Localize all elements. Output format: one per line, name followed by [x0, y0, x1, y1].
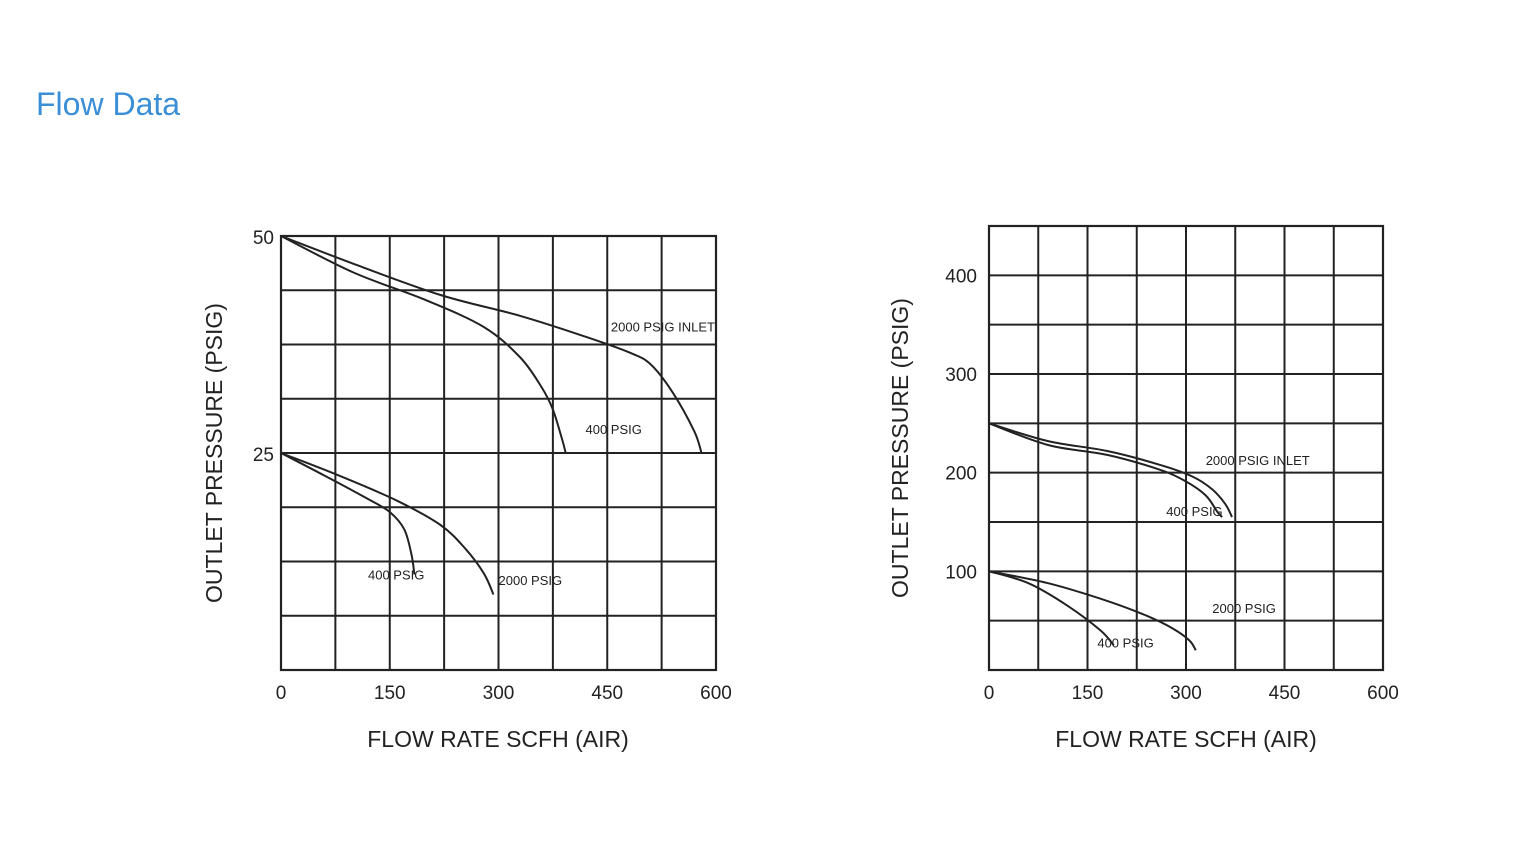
right-x-tick-label: 600: [1367, 683, 1399, 704]
right-y-tick-label: 200: [945, 464, 977, 485]
right-x-tick-label: 450: [1269, 683, 1301, 704]
right-curve-2000-psig-inlet: [988, 422, 1233, 518]
left-x-tick-label: 0: [276, 683, 287, 704]
right-x-tick-label: 300: [1170, 683, 1202, 704]
right-y-tick-label: 100: [945, 562, 977, 583]
left-y-tick-label: 50: [253, 228, 274, 249]
left-curve-2000-psig: [280, 452, 495, 595]
left-curve-label: 2000 PSIG INLET: [611, 319, 715, 334]
right-x-tick-label: 0: [984, 683, 995, 704]
left-x-tick-label: 150: [374, 683, 406, 704]
left-curve-400-psig: [280, 235, 567, 455]
left-y-tick-label: 25: [253, 445, 274, 466]
right-x-axis-label: FLOW RATE SCFH (AIR): [1055, 726, 1317, 752]
right-y-tick-label: 400: [945, 266, 977, 287]
right-plot-frame: [987, 224, 1385, 672]
page-title: Flow Data: [36, 86, 181, 122]
left-curve-400-psig: [280, 452, 416, 575]
left-curve-2000-psig-inlet: [280, 235, 703, 454]
right-y-tick-label: 300: [945, 365, 977, 386]
left-x-tick-label: 450: [591, 683, 623, 704]
right-curve-2000-psig: [988, 570, 1197, 651]
left-curve-label: 2000 PSIG: [499, 573, 563, 588]
right-curve-label: 2000 PSIG: [1212, 601, 1276, 616]
right-curve-400-psig: [988, 422, 1223, 518]
left-curve-label: 400 PSIG: [368, 568, 424, 583]
chart-right: 0 150 300 450 600 100 200 300 400 FLOW RATE SCFH …: [887, 224, 1399, 752]
right-curve-400-psig: [988, 570, 1115, 646]
left-x-axis-label: FLOW RATE SCFH (AIR): [367, 726, 629, 752]
right-curve-label: 2000 PSIG INLET: [1206, 453, 1310, 468]
right-curve-label: 400 PSIG: [1097, 635, 1153, 650]
right-curve-label: 400 PSIG: [1166, 504, 1222, 519]
chart-left: 0 150 300 450 600 25 50 FLOW RATE SCFH (AIR) OUT…: [201, 228, 732, 752]
right-y-axis-label: OUTLET PRESSURE (PSIG): [887, 298, 913, 598]
left-y-axis-label: OUTLET PRESSURE (PSIG): [201, 303, 227, 603]
left-x-tick-label: 600: [700, 683, 732, 704]
left-curve-label: 400 PSIG: [586, 422, 642, 437]
right-x-tick-label: 150: [1072, 683, 1104, 704]
left-x-tick-label: 300: [483, 683, 515, 704]
